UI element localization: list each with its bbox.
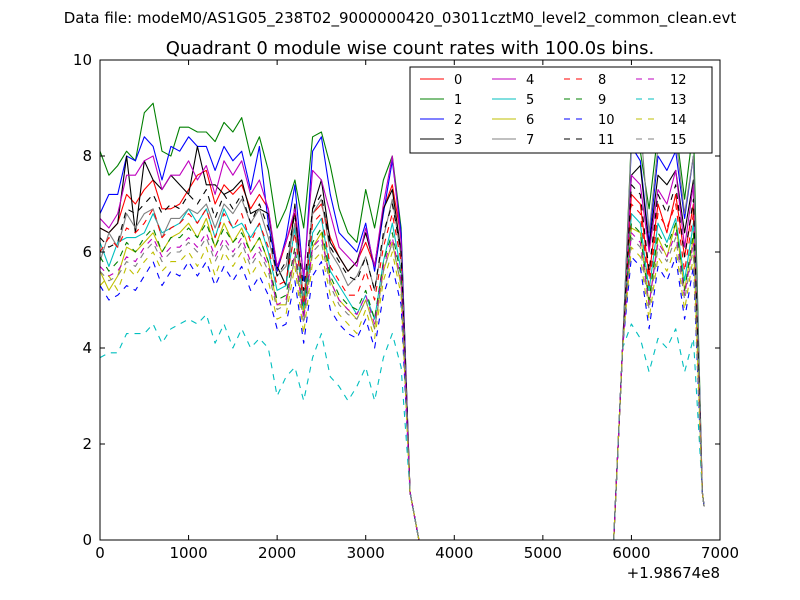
y-tick-label: 2: [82, 435, 92, 453]
legend-label-8: 8: [598, 73, 606, 88]
series-line-13: [100, 313, 705, 540]
legend-label-1: 1: [454, 93, 462, 108]
series-line-8: [100, 203, 705, 540]
legend-label-13: 13: [670, 93, 687, 108]
x-tick-label: 6000: [612, 544, 650, 562]
series-line-10: [100, 256, 705, 540]
x-tick-label: 2000: [258, 544, 296, 562]
series-line-14: [100, 246, 705, 540]
legend-label-0: 0: [454, 73, 462, 88]
series-line-4: [100, 155, 705, 540]
series-layer: [100, 102, 705, 540]
legend-label-12: 12: [670, 73, 687, 88]
legend-box: [409, 66, 713, 154]
chart-title: Quadrant 0 module wise count rates with …: [166, 38, 655, 59]
series-line-9: [100, 222, 705, 540]
x-tick-label: 0: [95, 544, 105, 562]
x-tick-label: 4000: [435, 544, 473, 562]
legend-label-15: 15: [670, 133, 687, 148]
legend-label-11: 11: [598, 133, 615, 148]
data-file-label: Data file: modeM0/AS1G05_238T02_90000004…: [64, 9, 737, 28]
y-tick-label: 8: [82, 147, 92, 165]
series-line-6: [100, 217, 705, 540]
legend-label-5: 5: [526, 93, 534, 108]
legend-label-2: 2: [454, 113, 462, 128]
legend-label-14: 14: [670, 113, 687, 128]
y-tick-label: 6: [82, 243, 92, 261]
legend-label-4: 4: [526, 73, 534, 88]
legend-label-9: 9: [598, 93, 606, 108]
y-tick-label: 4: [82, 339, 92, 357]
series-line-0: [100, 169, 705, 540]
x-tick-label: 7000: [701, 544, 739, 562]
x-tick-label: 5000: [524, 544, 562, 562]
x-tick-label: 3000: [347, 544, 385, 562]
legend-label-3: 3: [454, 133, 462, 148]
y-tick-label: 0: [82, 531, 92, 549]
legend-label-6: 6: [526, 113, 534, 128]
series-line-15: [100, 237, 705, 540]
plot-frame: [99, 59, 721, 541]
series-line-2: [100, 136, 705, 540]
legend-label-10: 10: [598, 113, 615, 128]
x-offset-label: +1.98674e8: [627, 564, 720, 582]
y-tick-label: 10: [73, 51, 92, 69]
legend-label-7: 7: [526, 133, 534, 148]
x-tick-label: 1000: [169, 544, 207, 562]
